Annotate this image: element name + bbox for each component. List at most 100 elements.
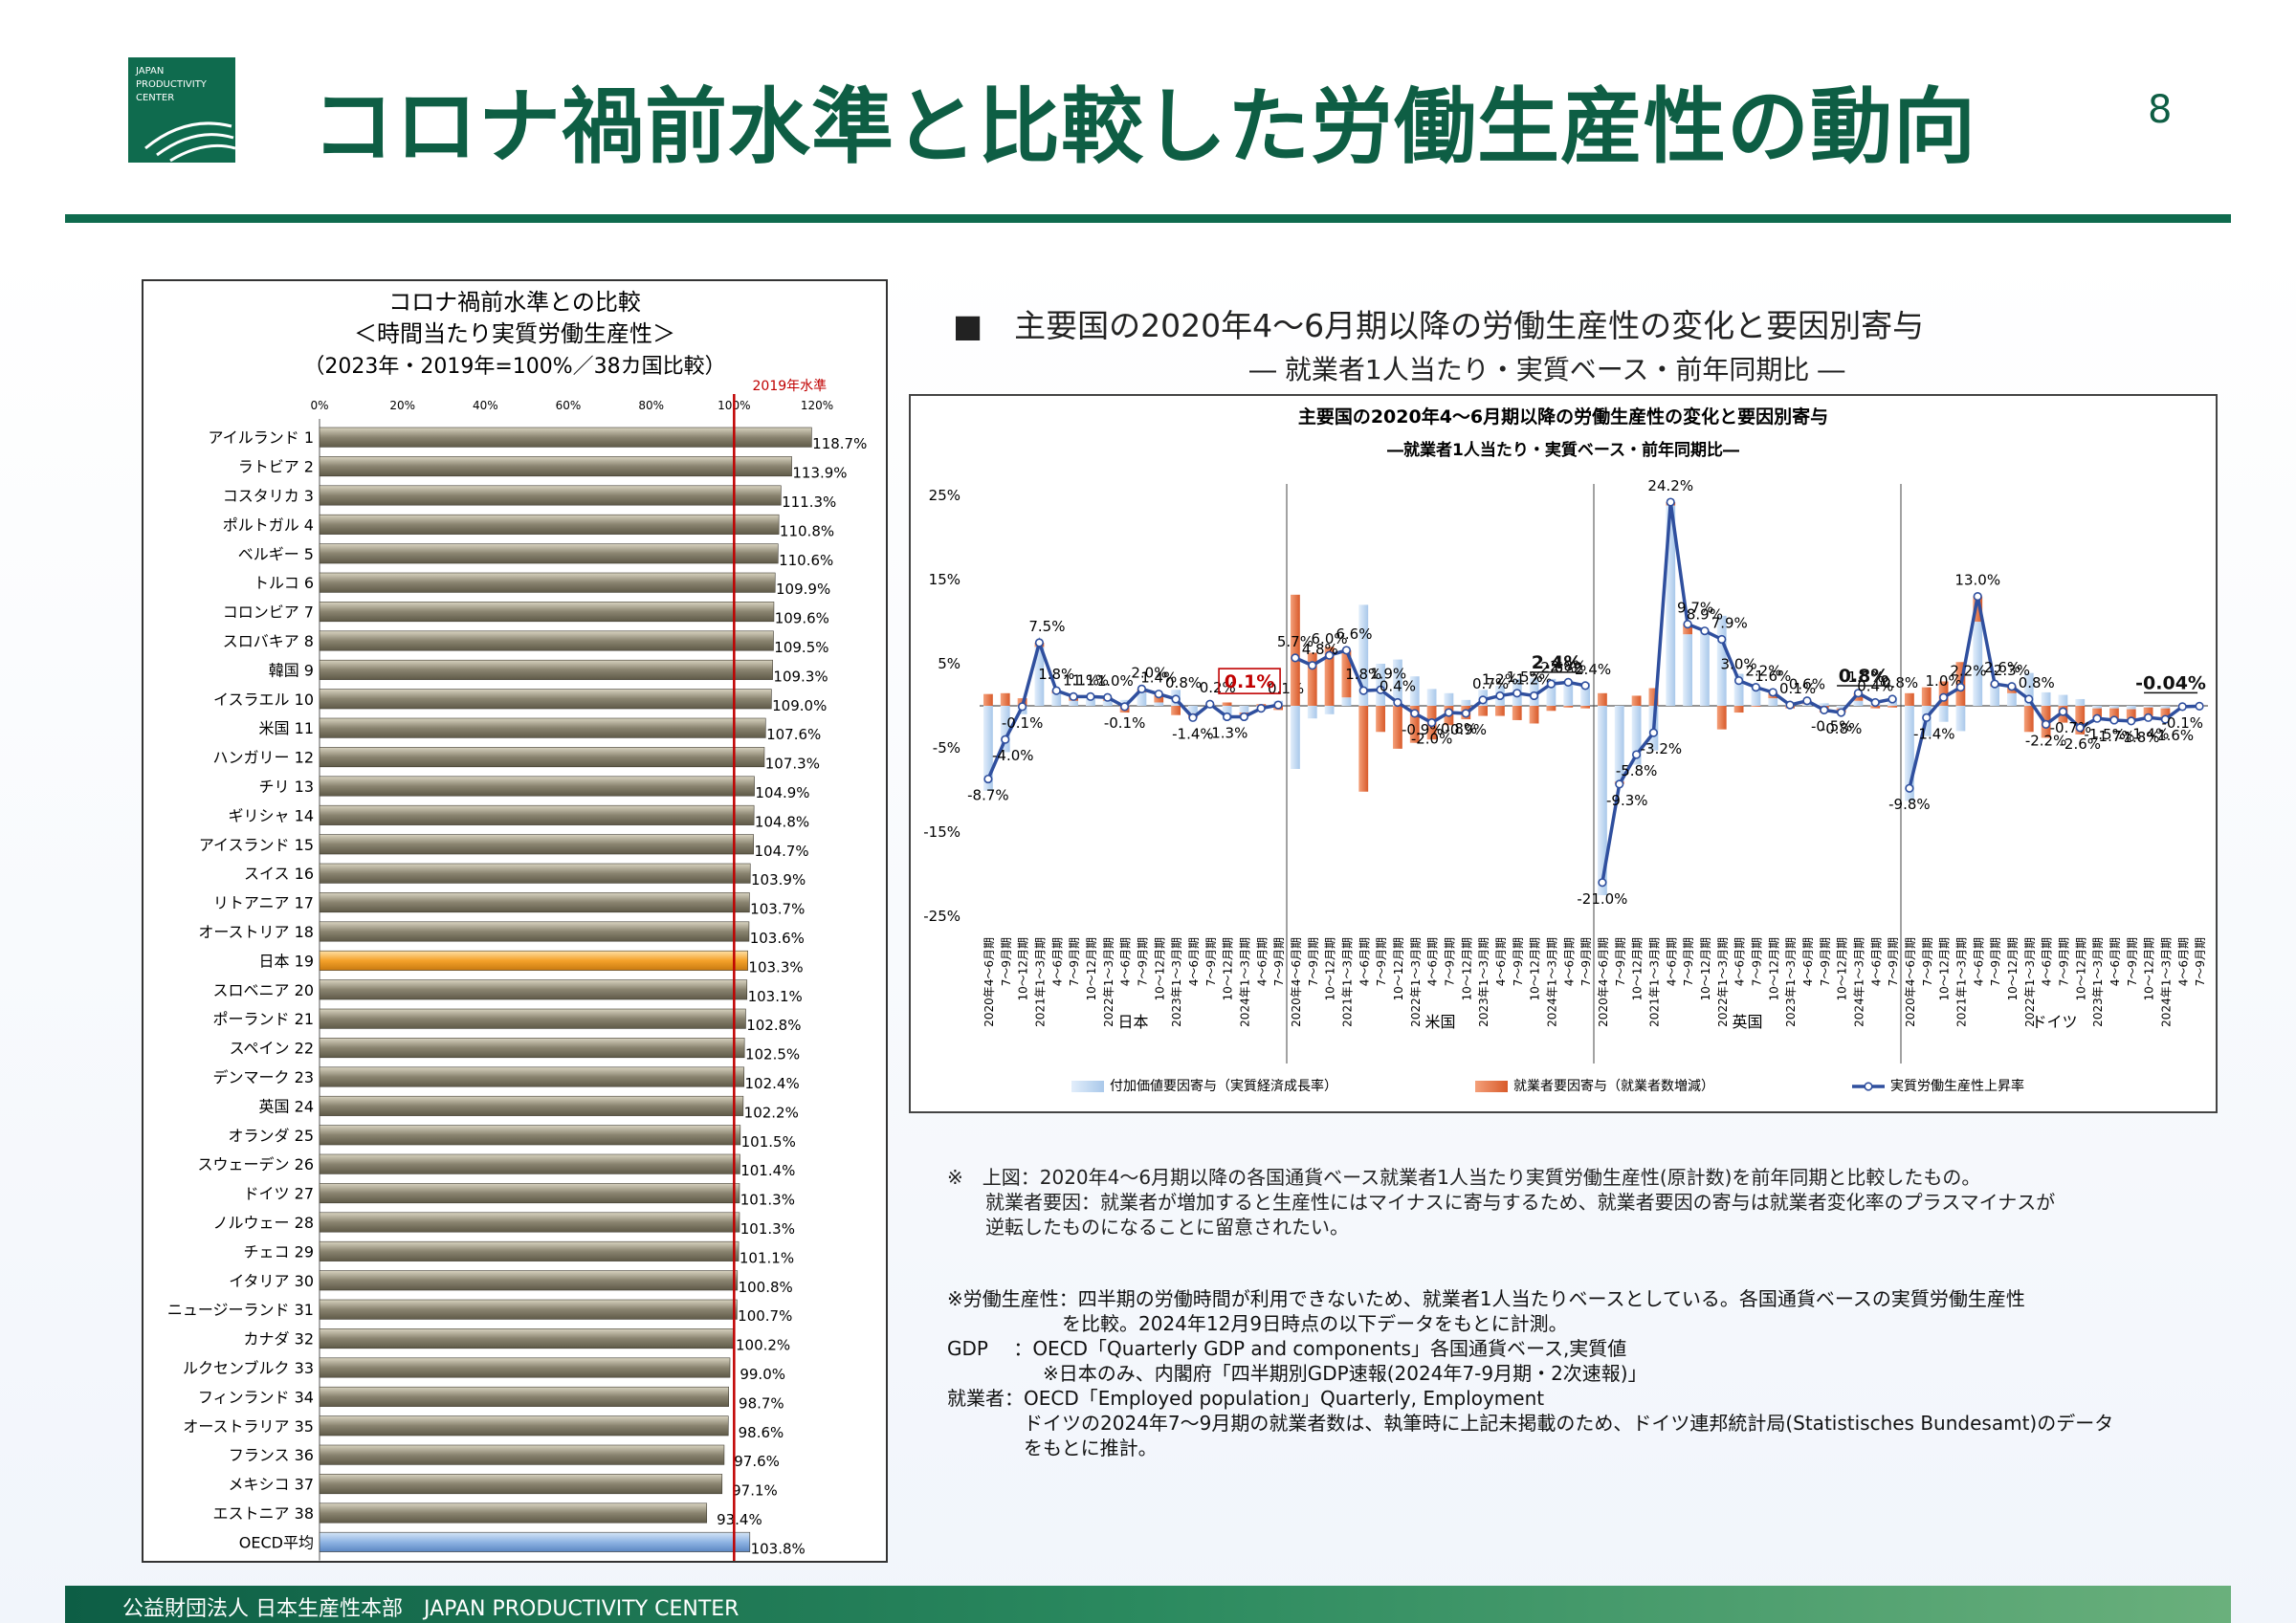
bar xyxy=(319,1038,745,1059)
quarter-label: 4～6月期 xyxy=(1665,937,1678,986)
employment-bar xyxy=(1563,706,1574,708)
point-label: 0.8% xyxy=(2019,674,2055,691)
quarter-label: 4～6月期 xyxy=(1187,937,1201,986)
productivity-point xyxy=(1802,696,1812,706)
category-label: アイスランド 15 xyxy=(199,836,314,854)
value-added-bar xyxy=(1819,703,1829,706)
value-added-bar xyxy=(2007,692,2017,706)
legend-label: 付加価値要因寄与（実質経済成長率） xyxy=(1110,1078,1337,1094)
productivity-point xyxy=(1512,689,1522,698)
employment-bar xyxy=(2092,708,2102,719)
quarter-label: 2023年1～3月期 xyxy=(1477,937,1490,1027)
y-tick-label: 25% xyxy=(929,487,960,504)
productivity-point xyxy=(1615,779,1624,789)
quarter-label: 2022年1～3月期 xyxy=(2023,937,2037,1027)
employment-bar xyxy=(2143,707,2153,718)
value-label: 107.6% xyxy=(766,726,821,743)
quarter-label: 10～12月期 xyxy=(1631,937,1645,1001)
quarter-label: 2022年1～3月期 xyxy=(1102,937,1115,1027)
value-label: 103.3% xyxy=(748,958,803,976)
productivity-point xyxy=(1393,697,1402,708)
employment-bar xyxy=(1716,706,1727,730)
productivity-point xyxy=(1751,683,1761,692)
quarter-label: 7～9月期 xyxy=(1614,937,1627,986)
value-added-bar xyxy=(1000,706,1010,753)
definition-line: ドイツの2024年7～9月期の就業者数は、執筆時に上記未掲載のため、ドイツ連邦統… xyxy=(947,1412,2114,1435)
value-label: 113.9% xyxy=(792,465,847,482)
point-label: -5.8% xyxy=(1616,762,1658,779)
group-label: 英国 xyxy=(1732,1013,1762,1031)
productivity-point xyxy=(1051,686,1061,695)
category-label: コロンビア 7 xyxy=(223,603,314,622)
point-label: 2.0% xyxy=(1131,664,1167,681)
point-label: 1.2% xyxy=(1482,670,1518,688)
bar xyxy=(319,834,755,855)
legend-swatch-employment xyxy=(1475,1081,1508,1092)
quarter-label: 7～9月期 xyxy=(1512,937,1525,986)
category-label: チェコ 29 xyxy=(244,1242,314,1261)
employment-bar xyxy=(1393,706,1402,749)
productivity-point xyxy=(2075,723,2085,733)
quarter-label: 2022年1～3月期 xyxy=(1716,937,1730,1027)
category-label: スペイン 22 xyxy=(230,1040,314,1058)
value-added-bar xyxy=(2058,694,2068,706)
productivity-point xyxy=(1239,712,1249,722)
x-tick-label: 40% xyxy=(473,399,498,412)
quarter-label: 10～12月期 xyxy=(1017,937,1030,1001)
quarter-label: 7～9月期 xyxy=(1307,937,1320,986)
value-added-bar xyxy=(1631,706,1642,765)
bar xyxy=(319,630,774,651)
quarter-label: 7～9月期 xyxy=(1272,937,1286,986)
productivity-point xyxy=(1256,704,1266,713)
quarter-label: 4～6月期 xyxy=(1358,937,1371,986)
productivity-point xyxy=(1291,653,1300,663)
employment-bar xyxy=(1529,706,1539,724)
category-label: ハンガリー 12 xyxy=(213,749,314,767)
latest-value-label: 0.8% xyxy=(1839,666,1889,687)
slide-footer: 公益財団法人 日本生産性本部 JAPAN PRODUCTIVITY CENTER xyxy=(65,1586,2231,1623)
point-label: -0.1% xyxy=(1104,714,1146,732)
data-definitions: ※労働生産性：四半期の労働時間が利用できないため、就業者1人当たりベースとしてい… xyxy=(947,1286,2113,1460)
value-label: 110.8% xyxy=(780,522,834,539)
legend-label: 就業者要因寄与（就業者数増減） xyxy=(1513,1078,1714,1094)
point-label: 0.2% xyxy=(1200,679,1236,696)
value-added-bar xyxy=(1938,706,1949,722)
bar xyxy=(319,543,779,564)
quarter-label: 7～9月期 xyxy=(1375,937,1388,986)
value-added-bar xyxy=(1546,678,1556,706)
value-added-bar xyxy=(2092,706,2102,709)
quarter-label: 2020年4～6月期 xyxy=(1597,937,1610,1027)
category-label: 日本 19 xyxy=(259,952,314,970)
quarter-label: 10～12月期 xyxy=(1529,937,1542,1001)
quarter-label: 4～6月期 xyxy=(2176,937,2190,986)
employment-bar xyxy=(2160,708,2171,720)
productivity-point xyxy=(1922,713,1932,722)
productivity-point xyxy=(1001,735,1010,744)
quarter-label: 2021年1～3月期 xyxy=(1954,937,1968,1027)
quarter-label: 7～9月期 xyxy=(1000,937,1013,986)
point-label: -1.3% xyxy=(1206,724,1248,741)
point-label: 2.2% xyxy=(1950,663,1986,680)
bar xyxy=(319,1183,740,1204)
productivity-point xyxy=(1888,694,1897,704)
employment-bar xyxy=(2126,709,2136,721)
productivity-point xyxy=(1836,708,1846,717)
quarter-label: 2020年4～6月期 xyxy=(1904,937,1917,1027)
category-label: ポーランド 21 xyxy=(213,1010,314,1028)
quarter-label: 4～6月期 xyxy=(1050,937,1064,986)
point-label: 6.0% xyxy=(1312,630,1348,647)
bar xyxy=(319,427,812,448)
bar xyxy=(319,1153,740,1174)
category-label: アイルランド 1 xyxy=(209,428,314,447)
quarter-label: 2023年1～3月期 xyxy=(2091,937,2105,1027)
point-label: 8.9% xyxy=(1687,606,1723,624)
productivity-point xyxy=(2024,694,2034,704)
productivity-point xyxy=(2127,716,2136,726)
value-added-bar xyxy=(1376,664,1385,706)
value-added-bar xyxy=(1291,706,1300,769)
page-number: 8 xyxy=(2148,88,2173,132)
header-rule xyxy=(65,214,2231,223)
employment-bar xyxy=(1870,706,1881,709)
definition-line: GDP ：OECD「Quarterly GDP and components」各… xyxy=(947,1337,1627,1360)
bar xyxy=(319,1270,739,1291)
